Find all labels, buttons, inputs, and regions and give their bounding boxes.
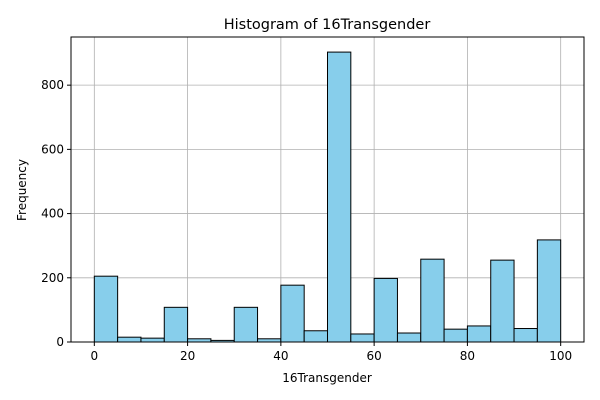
x-tick-label: 20 xyxy=(180,349,195,363)
y-tick-label: 600 xyxy=(41,142,64,156)
histogram-bar xyxy=(513,328,538,343)
histogram-bar xyxy=(93,275,119,343)
histogram-bar xyxy=(536,239,562,343)
y-tick-label: 200 xyxy=(41,271,64,285)
histogram-bar xyxy=(163,306,189,343)
y-tick-label: 800 xyxy=(41,78,64,92)
histogram-bar xyxy=(466,325,492,343)
y-tick-label: 400 xyxy=(41,207,64,221)
bars xyxy=(93,51,562,343)
x-tick-label: 80 xyxy=(460,349,475,363)
y-tick-label: 0 xyxy=(56,335,64,349)
y-axis-label: Frequency xyxy=(15,159,29,221)
histogram-bar xyxy=(280,284,305,343)
chart-title: Histogram of 16Transgender xyxy=(224,17,431,33)
histogram-bar xyxy=(117,336,142,343)
histogram-bar xyxy=(443,328,468,343)
y-axis-ticks: 0 200 400 600 800 xyxy=(41,78,71,349)
plot-frame xyxy=(70,36,585,343)
x-tick-label: 0 xyxy=(90,349,98,363)
histogram-bar xyxy=(490,259,515,343)
histogram-bar xyxy=(327,51,352,343)
x-tick-label: 60 xyxy=(366,349,381,363)
x-axis-label: 16Transgender xyxy=(282,371,372,385)
histogram-bar xyxy=(350,333,375,343)
histogram-bar xyxy=(140,337,165,343)
histogram-bar xyxy=(233,306,259,343)
histogram-bar xyxy=(303,330,329,343)
x-tick-label: 40 xyxy=(273,349,288,363)
histogram-bar xyxy=(420,258,445,343)
histogram-bar xyxy=(373,277,398,343)
histogram-bar xyxy=(396,332,422,343)
x-tick-label: 100 xyxy=(549,349,572,363)
x-axis-ticks: 0 20 40 60 80 100 xyxy=(90,342,572,363)
